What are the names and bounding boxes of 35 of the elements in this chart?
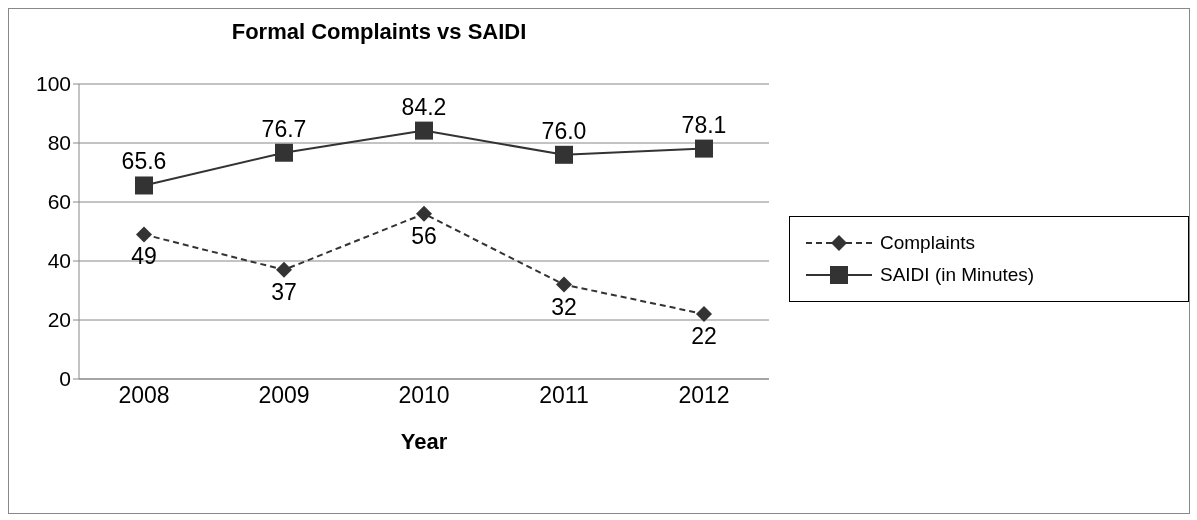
point bbox=[276, 261, 292, 278]
data-label: 78.1 bbox=[681, 111, 727, 138]
data-label: 32 bbox=[551, 293, 577, 320]
y-tick-label: 60 bbox=[47, 190, 71, 214]
data-label: 76.7 bbox=[261, 115, 307, 142]
legend-label: Complaints bbox=[880, 232, 976, 254]
point bbox=[416, 205, 432, 222]
data-label: 84.2 bbox=[401, 93, 447, 120]
point bbox=[695, 139, 713, 158]
data-label: 22 bbox=[691, 323, 717, 350]
y-tick-label: 0 bbox=[59, 367, 71, 391]
point bbox=[415, 121, 433, 140]
data-label: 56 bbox=[411, 222, 437, 249]
point bbox=[135, 176, 153, 195]
data-label: 37 bbox=[271, 278, 297, 305]
legend-label: SAIDI (in Minutes) bbox=[880, 264, 1035, 286]
data-label: 65.6 bbox=[121, 148, 167, 175]
x-tick-label: 2010 bbox=[398, 382, 450, 409]
y-tick-label: 80 bbox=[47, 131, 71, 155]
x-tick-label: 2009 bbox=[258, 382, 310, 409]
data-label: 49 bbox=[131, 243, 157, 270]
data-label: 76.0 bbox=[541, 117, 587, 144]
x-axis-title: Year bbox=[400, 429, 448, 454]
point bbox=[556, 276, 572, 293]
point bbox=[555, 145, 573, 164]
x-tick-label: 2012 bbox=[678, 382, 730, 409]
chart-title: Formal Complaints vs SAIDI bbox=[230, 19, 528, 45]
x-tick-label: 2011 bbox=[539, 382, 589, 409]
y-tick-label: 20 bbox=[47, 308, 71, 332]
point bbox=[696, 306, 712, 323]
x-tick-label: 2008 bbox=[118, 382, 170, 409]
point bbox=[275, 143, 293, 162]
point bbox=[136, 226, 152, 243]
y-tick-label: 100 bbox=[35, 72, 71, 96]
y-tick-label: 40 bbox=[47, 249, 71, 273]
